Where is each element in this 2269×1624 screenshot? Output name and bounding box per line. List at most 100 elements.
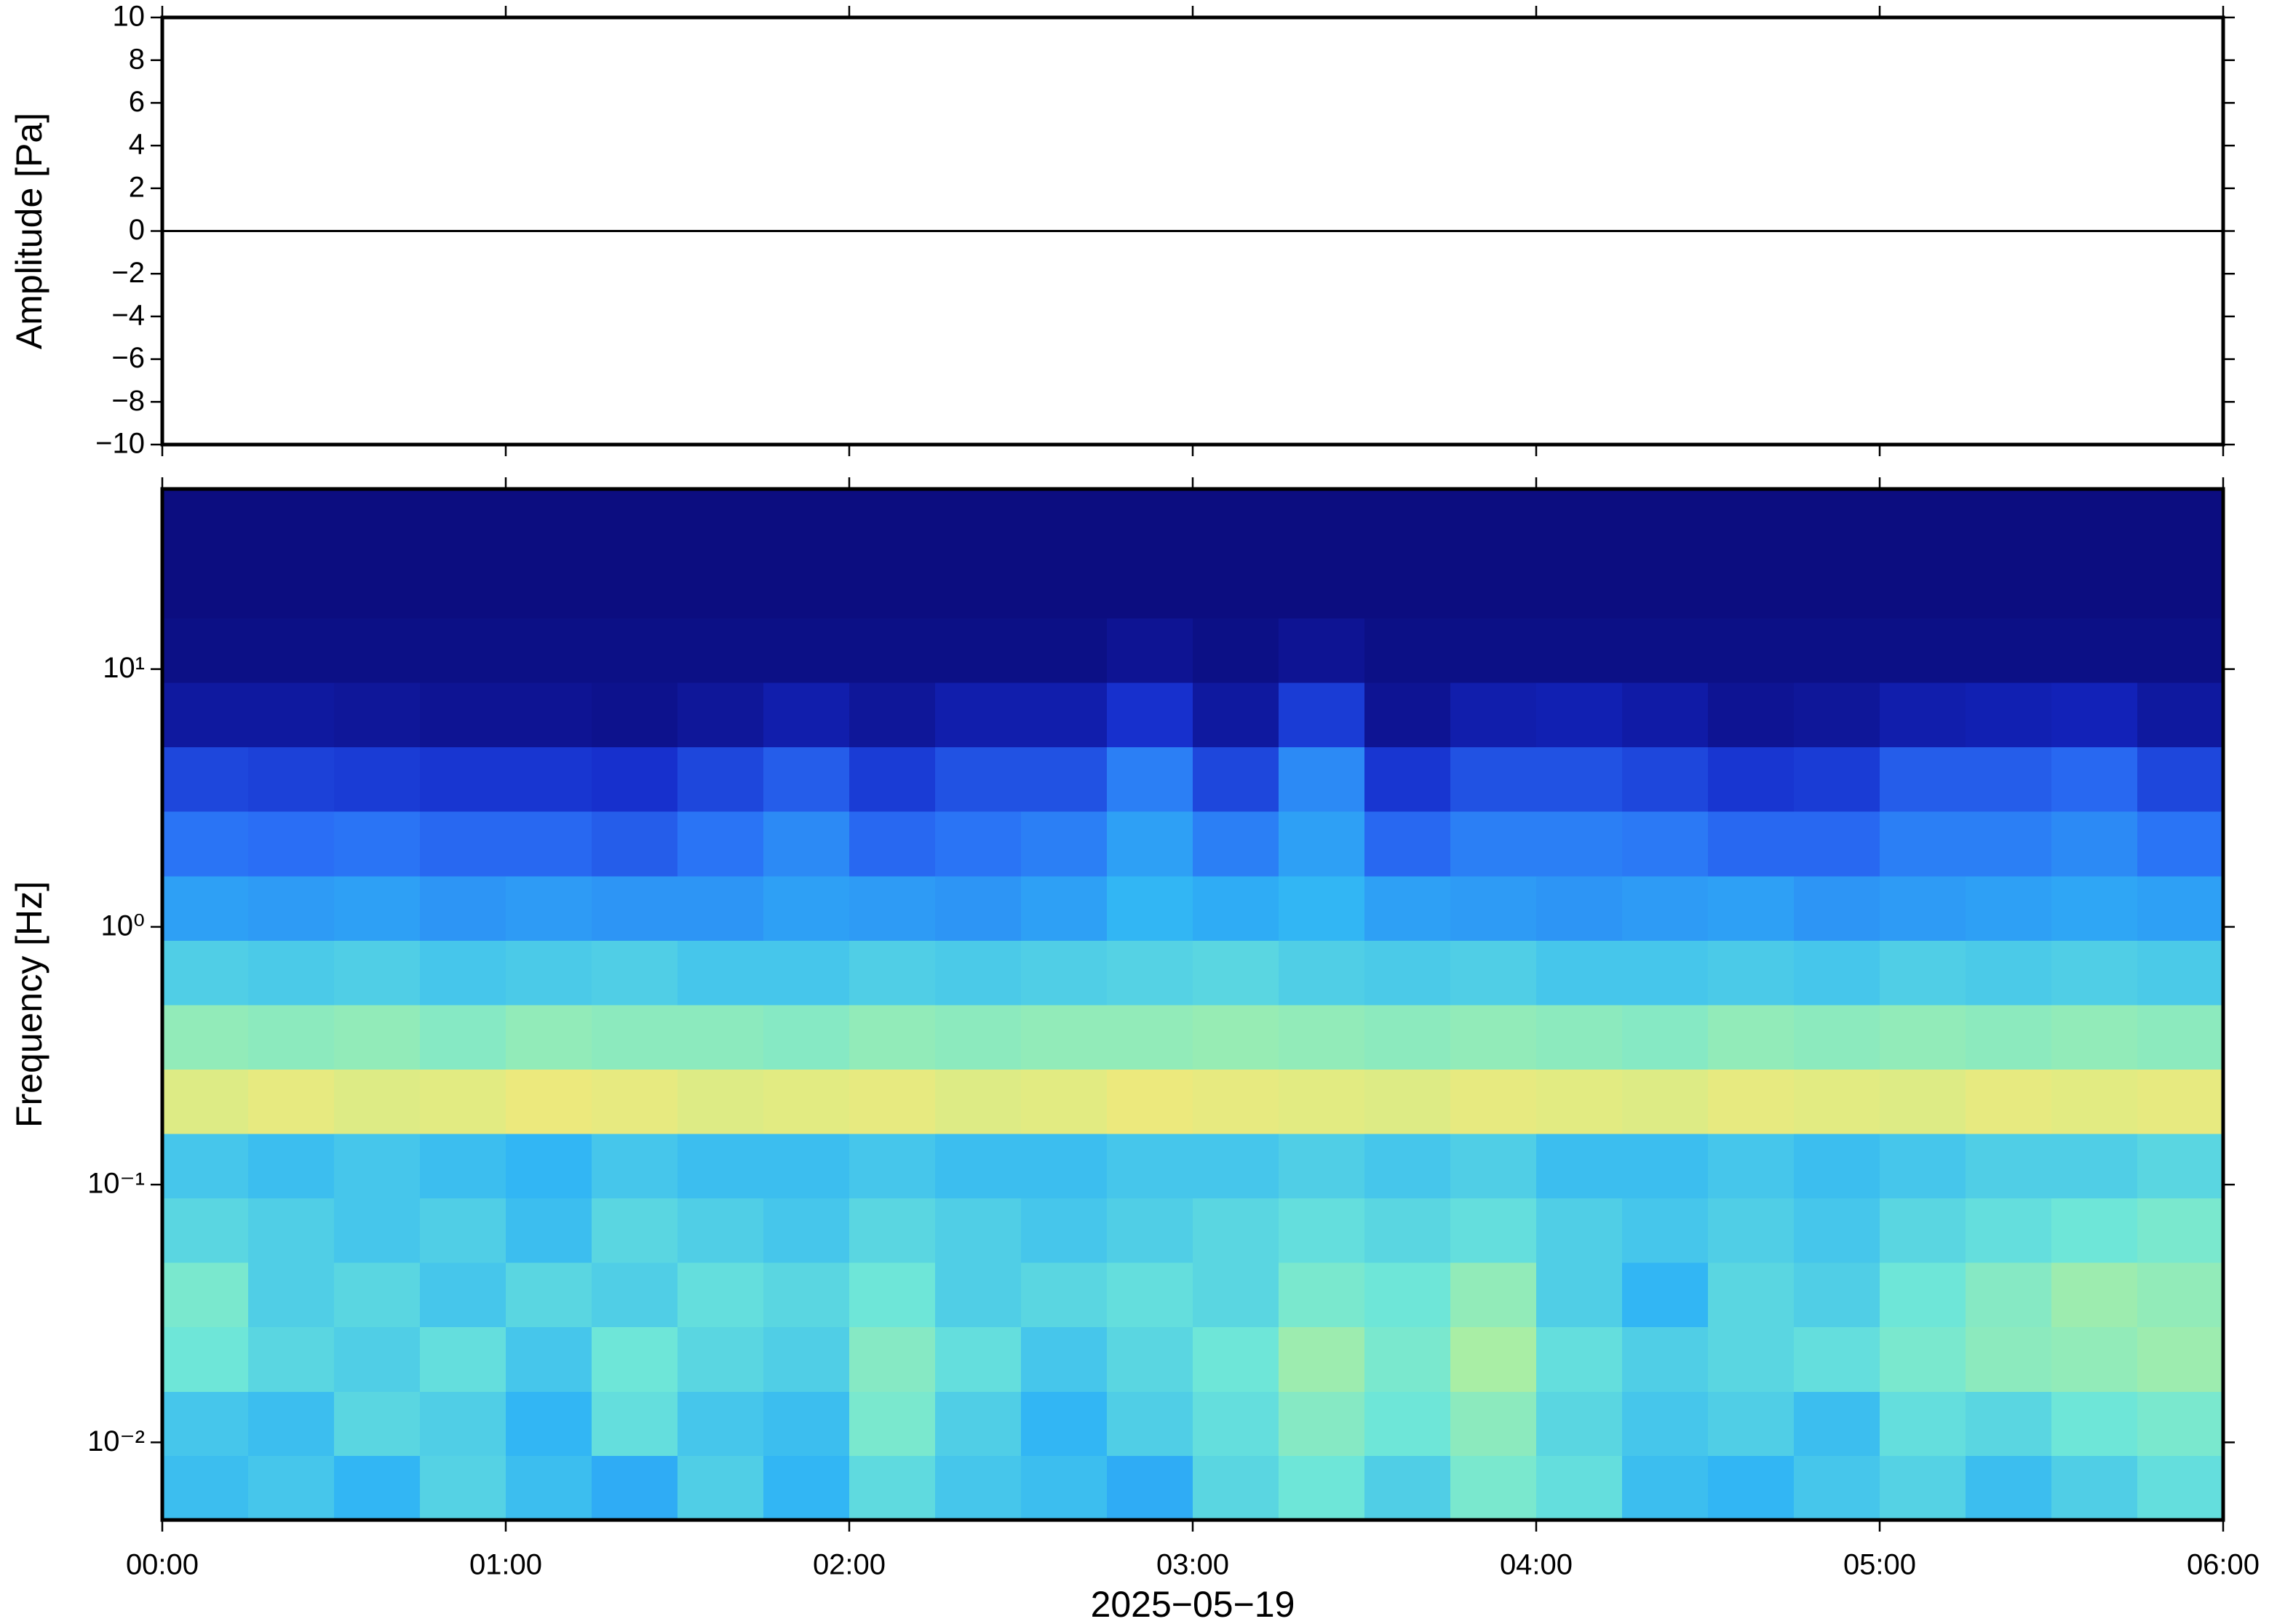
spectrogram-cell (1880, 875, 1966, 941)
spectrogram-cell (1536, 1390, 1623, 1457)
spectrogram-cell (506, 618, 592, 683)
spectrogram-cell (1880, 1390, 1966, 1457)
spectrogram-cell (1880, 1004, 1966, 1070)
spectrogram-cell (162, 1133, 249, 1199)
spectrogram-cell (2137, 1133, 2224, 1199)
spectrogram-cell (1536, 811, 1623, 877)
spectrogram-cell (849, 489, 936, 554)
spectrogram-cell (334, 1262, 421, 1328)
spectrogram-cell (1880, 1455, 1966, 1521)
spectrogram-cell (1193, 553, 1279, 619)
spectrogram-cell (1021, 875, 1108, 941)
spectrogram-cell (849, 618, 936, 683)
spectrogram-cell (1279, 1004, 1365, 1070)
spectrogram-cell (1279, 811, 1365, 877)
spectrogram-cell (2137, 939, 2224, 1006)
spectrogram-cell (2137, 811, 2224, 877)
spectrogram-cell (334, 553, 421, 619)
spectrogram-cell (1279, 618, 1365, 683)
spectrogram-cell (1966, 1004, 2052, 1070)
y-tick-label: 10¹ (103, 652, 145, 684)
spectrogram-cell (592, 1326, 678, 1392)
spectrogram-cell (1794, 682, 1880, 748)
y-tick-label: −8 (111, 385, 145, 417)
spectrogram-cell (2137, 553, 2224, 619)
spectrogram-cell (935, 1455, 1022, 1521)
spectrogram-cell (935, 618, 1022, 683)
spectrogram-cell (248, 939, 335, 1006)
spectrogram-cell (2137, 1198, 2224, 1263)
panel: 10⁻² 10⁻¹ 10⁰ 10¹ 00:00 01:00 02:00 03:00 04:00 0… (9, 477, 2260, 1624)
spectrogram-cell (1708, 811, 1795, 877)
spectrogram-cell (935, 1326, 1022, 1392)
spectrogram-cell (1622, 1262, 1709, 1328)
spectrogram-cell (1193, 875, 1279, 941)
spectrogram-cell (935, 489, 1022, 554)
spectrogram-cell (420, 1004, 506, 1070)
spectrogram-cell (677, 747, 764, 812)
spectrogram-cell (1021, 1455, 1108, 1521)
spectrogram-cell (162, 747, 249, 812)
spectrogram-cell (1622, 1390, 1709, 1457)
spectrogram-cell (1107, 1326, 1193, 1392)
spectrogram-cell (677, 1455, 764, 1521)
spectrogram-cell (1450, 1262, 1537, 1328)
spectrogram-cell (1966, 747, 2052, 812)
spectrogram-cell (1364, 747, 1451, 812)
spectrogram-cell (162, 1326, 249, 1392)
y-tick-label: 6 (129, 86, 145, 118)
y-tick-label: 10 (113, 1, 146, 33)
spectrogram-cell (420, 1262, 506, 1328)
y-tick-label: 10⁰ (100, 909, 145, 942)
spectrogram-cell (849, 1069, 936, 1134)
spectrogram-cell (592, 1455, 678, 1521)
spectrogram-cell (1536, 1004, 1623, 1070)
spectrogram-cell (506, 747, 592, 812)
spectrogram-cell (592, 553, 678, 619)
spectrogram-cell (592, 1069, 678, 1134)
spectrogram-cell (2137, 1326, 2224, 1392)
x-tick-label: 02:00 (813, 1549, 886, 1581)
spectrogram-cell (1107, 1133, 1193, 1199)
spectrogram-cell (162, 1390, 249, 1457)
spectrogram-cell (1450, 875, 1537, 941)
spectrogram-cell (849, 747, 936, 812)
spectrogram-cell (2051, 875, 2138, 941)
spectrogram-cell (1107, 1069, 1193, 1134)
spectrogram-cell (1021, 553, 1108, 619)
spectrogram-cell (248, 1262, 335, 1328)
spectrogram-cell (2051, 1390, 2138, 1457)
x-tick-label: 01:00 (469, 1549, 542, 1581)
spectrogram-cell (1622, 489, 1709, 554)
spectrogram-cell (1966, 1326, 2052, 1392)
spectrogram-cell (1794, 1133, 1880, 1199)
spectrogram-cell (2137, 875, 2224, 941)
spectrogram-cell (248, 1198, 335, 1263)
spectrogram-cell (1279, 1069, 1365, 1134)
spectrogram-cell (248, 1069, 335, 1134)
spectrogram-cell (677, 618, 764, 683)
spectrogram-cell (677, 1004, 764, 1070)
spectrogram-cell (1966, 682, 2052, 748)
spectrogram-cell (248, 1455, 335, 1521)
x-tick-label: 05:00 (1843, 1549, 1916, 1581)
spectrogram-cell (1708, 1069, 1795, 1134)
spectrogram-cell (1794, 875, 1880, 941)
spectrogram-cell (1536, 682, 1623, 748)
spectrogram-cell (677, 1326, 764, 1392)
spectrogram-cell (1536, 747, 1623, 812)
spectrogram-cell (592, 682, 678, 748)
spectrogram-cell (849, 875, 936, 941)
spectrogram-cell (1622, 747, 1709, 812)
spectrogram-cell (2051, 939, 2138, 1006)
spectrogram-cell (1622, 682, 1709, 748)
spectrogram-cell (2051, 811, 2138, 877)
spectrogram-cell (2051, 1262, 2138, 1328)
spectrogram-cell (592, 939, 678, 1006)
spectrogram-cell (1279, 1455, 1365, 1521)
spectrogram-cell (849, 1262, 936, 1328)
spectrogram-cell (1107, 618, 1193, 683)
spectrogram-cell (677, 811, 764, 877)
spectrogram-cell (162, 682, 249, 748)
spectrogram-cell (1794, 1004, 1880, 1070)
